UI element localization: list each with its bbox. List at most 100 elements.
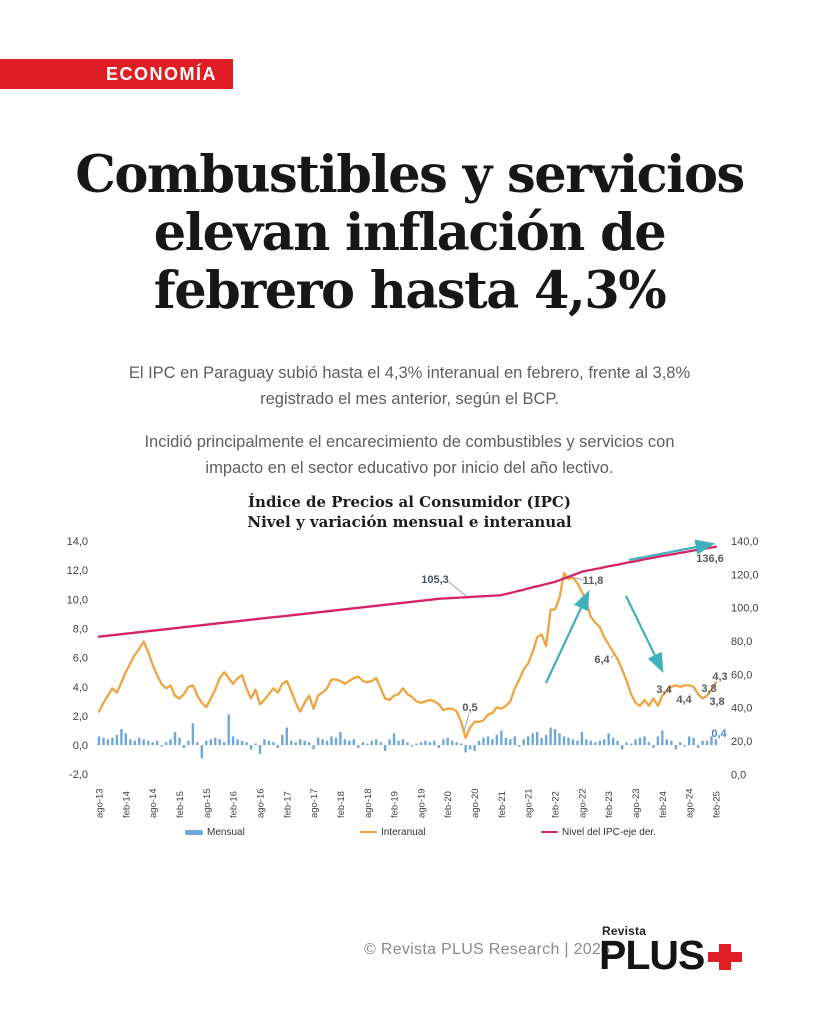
bar-mensual	[598, 740, 601, 746]
annotation-leader-line	[712, 681, 718, 686]
bar-mensual	[692, 737, 695, 746]
category-tag: ECONOMÍA	[0, 59, 233, 89]
bar-mensual	[620, 745, 624, 750]
bar-mensual	[424, 740, 427, 746]
bar-mensual	[513, 736, 516, 746]
bar-mensual	[491, 739, 494, 746]
x-axis-tick: feb-19	[390, 791, 401, 818]
bar-mensual	[455, 742, 458, 746]
headline-line-2: elevan inflación de	[153, 203, 667, 263]
trend-arrow	[545, 590, 590, 684]
bar-mensual	[187, 740, 190, 746]
bar-mensual	[209, 739, 212, 746]
bar-mensual	[129, 739, 132, 746]
bar-mensual	[661, 730, 664, 746]
bar-mensual	[549, 727, 552, 746]
bar-mensual	[330, 736, 333, 746]
x-axis-tick: feb-25	[712, 791, 723, 818]
logo-revista-text: Revista	[602, 924, 647, 938]
bar-mensual	[638, 737, 642, 746]
bar-mensual	[527, 736, 530, 746]
left-axis-tick: 12,0	[67, 565, 88, 577]
bar-mensual	[307, 742, 311, 746]
left-axis-tick: -2,0	[69, 769, 88, 781]
bar-mensual	[392, 733, 396, 746]
bar-mensual	[674, 745, 677, 750]
bar-mensual	[616, 740, 619, 746]
bar-mensual	[151, 742, 154, 746]
bar-mensual	[652, 745, 655, 748]
lede-paragraph-1: El IPC en Paraguay subió hasta el 4,3% i…	[128, 364, 691, 408]
bar-mensual	[580, 732, 584, 746]
bar-mensual	[714, 739, 718, 746]
bar-mensual	[406, 742, 409, 746]
bar-mensual	[348, 740, 351, 746]
bar-mensual	[647, 742, 651, 746]
bar-mensual	[482, 737, 485, 746]
legend-item-nivel: Nivel del IPC-eje der.	[541, 824, 656, 840]
bar-mensual	[281, 734, 284, 746]
x-axis-tick: ago-24	[685, 788, 696, 818]
bar-mensual	[196, 742, 199, 746]
annotation-0,4: 0,4	[711, 728, 727, 740]
bar-mensual	[679, 742, 682, 746]
bar-mensual	[612, 737, 615, 746]
bar-mensual	[540, 737, 543, 746]
x-axis-tick: ago-18	[363, 788, 374, 818]
bar-mensual	[370, 740, 373, 746]
bar-mensual	[361, 742, 364, 746]
bar-mensual	[124, 733, 127, 746]
legend-item-interanual: Interanual	[360, 824, 425, 840]
bar-mensual	[178, 737, 181, 746]
right-axis-tick: 120,0	[731, 569, 759, 581]
x-axis-tick: ago-13	[95, 788, 106, 818]
bar-mensual	[397, 740, 400, 746]
legend-item-mensual: Mensual	[185, 824, 245, 840]
bar-mensual	[688, 736, 691, 746]
x-axis-tick: ago-17	[309, 788, 320, 818]
bar-mensual	[325, 740, 329, 746]
bar-mensual	[509, 739, 512, 746]
chart-legend: Mensual Interanual Nivel del IPC-eje der…	[0, 824, 819, 840]
bar-mensual	[428, 742, 432, 746]
left-axis-tick: 4,0	[73, 682, 88, 694]
bar-mensual	[155, 740, 159, 746]
bar-mensual	[585, 739, 588, 746]
bar-mensual	[415, 743, 418, 746]
bar-mensual	[227, 714, 230, 746]
interanual-swatch-icon	[360, 830, 377, 834]
bar-mensual	[656, 736, 660, 746]
bar-mensual	[473, 745, 476, 751]
bar-mensual	[643, 736, 646, 746]
bar-mensual	[388, 739, 391, 746]
bar-mensual	[231, 736, 235, 746]
bar-mensual	[205, 740, 208, 746]
right-axis-tick: 40,0	[731, 703, 752, 715]
bar-mensual	[120, 729, 123, 746]
annotation-0,5: 0,5	[462, 702, 477, 714]
bar-mensual	[468, 745, 472, 750]
bar-mensual	[401, 739, 405, 746]
bar-mensual	[357, 745, 360, 748]
bar-mensual	[106, 739, 110, 746]
bar-mensual	[285, 727, 288, 746]
x-axis-tick: feb-21	[497, 791, 508, 818]
bar-mensual	[164, 742, 168, 746]
bar-mensual	[442, 739, 445, 746]
bar-mensual	[272, 742, 275, 746]
annotation-leader-line	[571, 576, 584, 581]
bar-mensual	[182, 745, 186, 748]
bar-mensual	[567, 737, 570, 746]
left-axis-tick: 6,0	[73, 653, 88, 665]
headline-line-3: febrero hasta 4,3%	[153, 261, 667, 321]
bar-mensual	[589, 740, 592, 746]
bar-mensual	[133, 740, 136, 746]
right-axis-tick: 60,0	[731, 669, 752, 681]
bar-mensual	[316, 737, 320, 746]
x-axis-tick: feb-14	[121, 791, 132, 818]
category-label: ECONOMÍA	[106, 63, 217, 84]
bar-mensual	[562, 736, 566, 746]
bar-mensual	[254, 743, 257, 746]
x-axis-tick: feb-16	[229, 791, 240, 818]
